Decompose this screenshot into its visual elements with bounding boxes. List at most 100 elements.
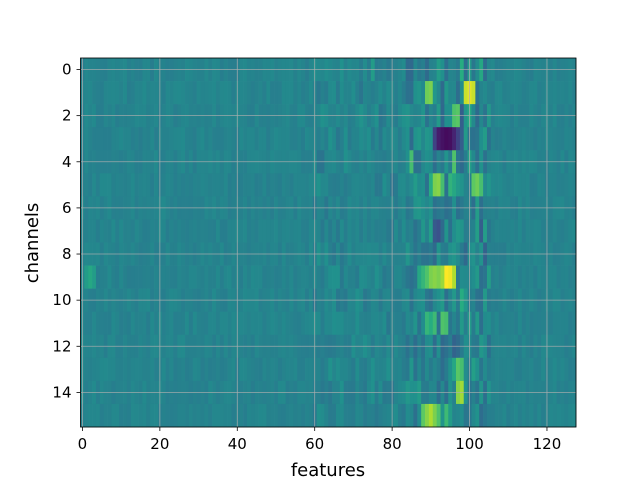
heatmap-cell [413, 219, 418, 243]
heatmap-cell [308, 311, 314, 336]
heatmap-cell [274, 311, 279, 336]
heatmap-cell [165, 127, 170, 151]
x-tick-label: 80 [383, 435, 402, 453]
heatmap-cell [177, 173, 182, 197]
heatmap-cell [335, 219, 341, 243]
heatmap-cell [138, 219, 143, 243]
heatmap-cell [270, 81, 275, 105]
heatmap-cell [432, 81, 437, 105]
heatmap-cell [227, 219, 232, 243]
heatmap-cell [498, 265, 503, 289]
heatmap-cell [320, 219, 325, 243]
heatmap-cell [254, 127, 259, 151]
heatmap-cell [274, 403, 279, 428]
heatmap-cell [196, 357, 201, 382]
heatmap-cell [517, 219, 523, 243]
heatmap-cell [212, 219, 217, 243]
heatmap-cell [103, 173, 108, 197]
heatmap-cell [374, 265, 379, 289]
heatmap-cell [471, 403, 476, 428]
heatmap-cell [119, 265, 124, 289]
heatmap-cell [177, 219, 182, 243]
heatmap-cell [537, 311, 542, 336]
heatmap-cell [223, 127, 228, 151]
heatmap-cell [297, 173, 302, 197]
heatmap-cell [126, 403, 132, 428]
heatmap-cell [289, 403, 294, 428]
heatmap-cell [401, 219, 407, 243]
heatmap-cell [243, 127, 248, 151]
heatmap-cell [289, 219, 294, 243]
heatmap-cell [239, 265, 244, 289]
heatmap-cell [154, 127, 159, 151]
heatmap-cell [363, 173, 368, 197]
heatmap-cell [417, 173, 422, 197]
heatmap-cell [185, 127, 190, 151]
heatmap-cell [173, 311, 178, 336]
heatmap-cell [111, 127, 116, 151]
heatmap-cell [227, 127, 232, 151]
heatmap-cell [486, 403, 492, 428]
heatmap-cell [270, 265, 275, 289]
heatmap-cell [510, 357, 515, 382]
heatmap-cell [301, 311, 306, 336]
heatmap-cell [212, 265, 217, 289]
heatmap-cell [115, 357, 120, 382]
heatmap-cell [103, 403, 108, 428]
heatmap-cell [107, 81, 112, 105]
heatmap-cell [359, 173, 364, 197]
heatmap-cell [150, 127, 155, 151]
heatmap-cell [537, 403, 542, 428]
heatmap-cell [103, 311, 108, 336]
heatmap-cell [215, 265, 221, 289]
heatmap-cell [119, 81, 124, 105]
heatmap-cell [483, 219, 488, 243]
y-tick-label: 4 [62, 153, 72, 171]
heatmap-cell [173, 403, 178, 428]
heatmap-cell [459, 127, 465, 151]
heatmap-cell [459, 219, 465, 243]
heatmap-cell [428, 311, 434, 336]
heatmap-cell [223, 357, 228, 382]
heatmap-cell [95, 357, 101, 382]
heatmap-cell [332, 403, 337, 428]
heatmap-cell [192, 81, 197, 105]
plot-frame [80, 57, 577, 428]
heatmap-cell [548, 403, 554, 428]
heatmap-cell [363, 81, 368, 105]
heatmap-cell [494, 173, 499, 197]
heatmap-cell [146, 219, 151, 243]
heatmap-cell [332, 311, 337, 336]
heatmap-cell [409, 403, 414, 428]
heatmap-cell [92, 81, 97, 105]
heatmap-cell [343, 219, 348, 243]
heatmap-cell [254, 265, 259, 289]
heatmap-cell [510, 219, 515, 243]
heatmap-cell [146, 81, 151, 105]
heatmap-cell [525, 357, 530, 382]
heatmap-cell [475, 219, 480, 243]
heatmap-cell [498, 127, 503, 151]
heatmap-cell [552, 127, 557, 151]
heatmap-cell [351, 311, 356, 336]
heatmap-cell [270, 357, 275, 382]
heatmap-cell [301, 357, 306, 382]
heatmap-cell [463, 173, 468, 197]
heatmap-cell [138, 265, 143, 289]
heatmap-cell [188, 173, 194, 197]
heatmap-cell [475, 81, 480, 105]
heatmap-cell [425, 127, 430, 151]
heatmap-cell [479, 127, 484, 151]
heatmap-cell [239, 219, 244, 243]
heatmap-cell [428, 265, 434, 289]
heatmap-cell [332, 265, 337, 289]
heatmap-cell [196, 219, 201, 243]
heatmap-cell [347, 219, 352, 243]
heatmap-cell [428, 173, 434, 197]
heatmap-cell [556, 127, 561, 151]
heatmap-cell [359, 357, 364, 382]
heatmap-cell [285, 127, 290, 151]
heatmap-cell [560, 265, 565, 289]
heatmap-cell [347, 173, 352, 197]
heatmap-cell [359, 81, 364, 105]
